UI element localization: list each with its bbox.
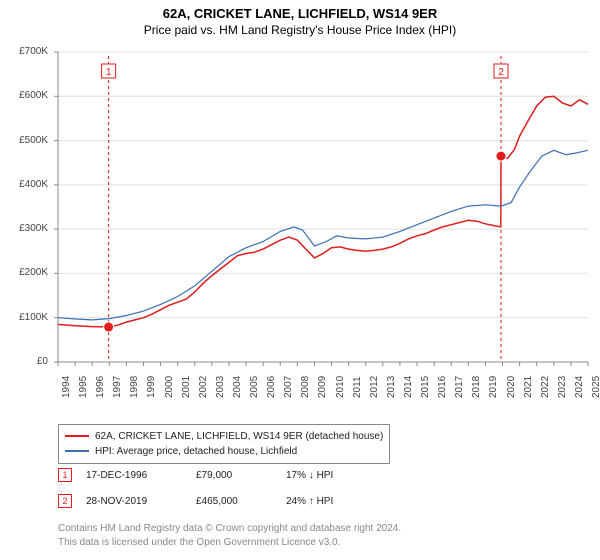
x-axis-label: 2005: [249, 376, 260, 398]
x-axis-label: 2021: [523, 376, 534, 398]
transaction-marker: 2: [58, 494, 72, 508]
x-axis-label: 2014: [403, 376, 414, 398]
x-axis-label: 2001: [181, 376, 192, 398]
legend-label: HPI: Average price, detached house, Lich…: [95, 446, 297, 457]
x-axis-label: 2013: [386, 376, 397, 398]
x-axis-label: 2008: [300, 376, 311, 398]
chart-area: 12: [0, 44, 600, 414]
x-axis-label: 2009: [317, 376, 328, 398]
x-axis-label: 2012: [369, 376, 380, 398]
legend-item: 62A, CRICKET LANE, LICHFIELD, WS14 9ER (…: [65, 429, 383, 444]
x-axis-label: 2022: [540, 376, 551, 398]
transaction-date: 28-NOV-2019: [72, 496, 196, 507]
x-axis-label: 2006: [266, 376, 277, 398]
disclaimer-line2: This data is licensed under the Open Gov…: [58, 537, 340, 548]
x-axis-label: 2000: [164, 376, 175, 398]
x-axis-label: 1999: [146, 376, 157, 398]
transaction-price: £79,000: [196, 470, 286, 481]
x-axis-label: 2016: [437, 376, 448, 398]
legend-label: 62A, CRICKET LANE, LICHFIELD, WS14 9ER (…: [95, 431, 383, 442]
chart-title: 62A, CRICKET LANE, LICHFIELD, WS14 9ER: [0, 0, 600, 21]
svg-text:2: 2: [498, 67, 504, 78]
transaction-row: 228-NOV-2019£465,00024% ↑ HPI: [58, 494, 376, 508]
x-axis-label: 2010: [335, 376, 346, 398]
x-axis-label: 1994: [61, 376, 72, 398]
x-axis-label: 2024: [574, 376, 585, 398]
x-axis-label: 2017: [454, 376, 465, 398]
transaction-price: £465,000: [196, 496, 286, 507]
y-axis-label: £100K: [0, 312, 48, 323]
x-axis-label: 1998: [129, 376, 140, 398]
y-axis-label: £0: [0, 356, 48, 367]
x-axis-label: 2007: [283, 376, 294, 398]
transaction-marker: 1: [58, 468, 72, 482]
y-axis-label: £300K: [0, 223, 48, 234]
x-axis-label: 1997: [112, 376, 123, 398]
x-axis-label: 2002: [198, 376, 209, 398]
x-axis-label: 2019: [488, 376, 499, 398]
disclaimer: Contains HM Land Registry data © Crown c…: [58, 522, 401, 549]
x-axis-label: 2025: [591, 376, 600, 398]
x-axis-label: 2023: [557, 376, 568, 398]
x-axis-label: 2011: [352, 376, 363, 398]
disclaimer-line1: Contains HM Land Registry data © Crown c…: [58, 523, 401, 534]
y-axis-label: £500K: [0, 135, 48, 146]
y-axis-label: £200K: [0, 267, 48, 278]
y-axis-label: £600K: [0, 90, 48, 101]
transaction-delta: 17% ↓ HPI: [286, 470, 376, 481]
transaction-delta: 24% ↑ HPI: [286, 496, 376, 507]
y-axis-label: £700K: [0, 46, 48, 57]
transaction-row: 117-DEC-1996£79,00017% ↓ HPI: [58, 468, 376, 482]
line-chart-svg: 12: [0, 44, 600, 414]
x-axis-label: 2004: [232, 376, 243, 398]
x-axis-label: 2018: [471, 376, 482, 398]
x-axis-label: 2003: [215, 376, 226, 398]
transaction-date: 17-DEC-1996: [72, 470, 196, 481]
x-axis-label: 2020: [506, 376, 517, 398]
legend-swatch: [65, 450, 89, 452]
legend-item: HPI: Average price, detached house, Lich…: [65, 444, 383, 459]
x-axis-label: 2015: [420, 376, 431, 398]
y-axis-label: £400K: [0, 179, 48, 190]
legend-box: 62A, CRICKET LANE, LICHFIELD, WS14 9ER (…: [58, 424, 390, 464]
legend-swatch: [65, 435, 89, 437]
x-axis-label: 1996: [95, 376, 106, 398]
chart-subtitle: Price paid vs. HM Land Registry's House …: [0, 21, 600, 41]
x-axis-label: 1995: [78, 376, 89, 398]
svg-text:1: 1: [106, 67, 112, 78]
